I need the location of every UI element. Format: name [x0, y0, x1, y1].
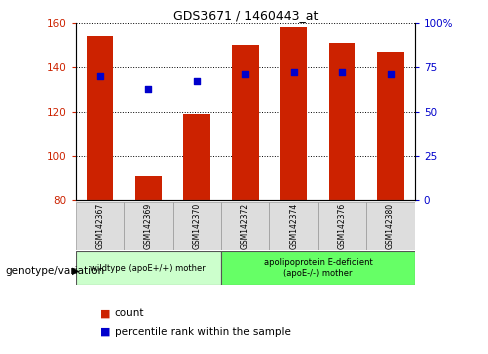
Text: wildtype (apoE+/+) mother: wildtype (apoE+/+) mother [90, 264, 206, 273]
FancyBboxPatch shape [76, 202, 124, 250]
Text: ▶: ▶ [72, 266, 80, 276]
Text: ■: ■ [100, 308, 110, 318]
Text: GSM142369: GSM142369 [144, 202, 153, 249]
Point [386, 71, 394, 77]
FancyBboxPatch shape [366, 202, 415, 250]
Text: apolipoprotein E-deficient
(apoE-/-) mother: apolipoprotein E-deficient (apoE-/-) mot… [264, 258, 372, 278]
Text: ■: ■ [100, 327, 110, 337]
Point [338, 69, 346, 75]
FancyBboxPatch shape [318, 202, 366, 250]
FancyBboxPatch shape [269, 202, 318, 250]
Bar [280, 28, 307, 200]
Title: GDS3671 / 1460443_at: GDS3671 / 1460443_at [173, 9, 318, 22]
Point [193, 78, 201, 84]
Text: GSM142380: GSM142380 [386, 202, 395, 249]
FancyBboxPatch shape [173, 202, 221, 250]
FancyBboxPatch shape [221, 202, 269, 250]
FancyBboxPatch shape [221, 251, 415, 285]
Bar [86, 36, 113, 200]
Point [290, 69, 298, 75]
Text: GSM142374: GSM142374 [289, 202, 298, 249]
Text: GSM142376: GSM142376 [338, 202, 346, 249]
Text: count: count [115, 308, 144, 318]
Text: genotype/variation: genotype/variation [5, 266, 104, 276]
Text: GSM142367: GSM142367 [95, 202, 104, 249]
Bar [377, 52, 404, 200]
FancyBboxPatch shape [76, 251, 221, 285]
Bar [183, 114, 210, 200]
FancyBboxPatch shape [124, 202, 173, 250]
Bar [329, 43, 355, 200]
Point [144, 86, 152, 92]
Bar [135, 176, 162, 200]
Text: percentile rank within the sample: percentile rank within the sample [115, 327, 290, 337]
Text: GSM142372: GSM142372 [241, 202, 250, 249]
Bar [232, 45, 259, 200]
Point [242, 71, 249, 77]
Point [96, 73, 104, 79]
Text: GSM142370: GSM142370 [192, 202, 201, 249]
